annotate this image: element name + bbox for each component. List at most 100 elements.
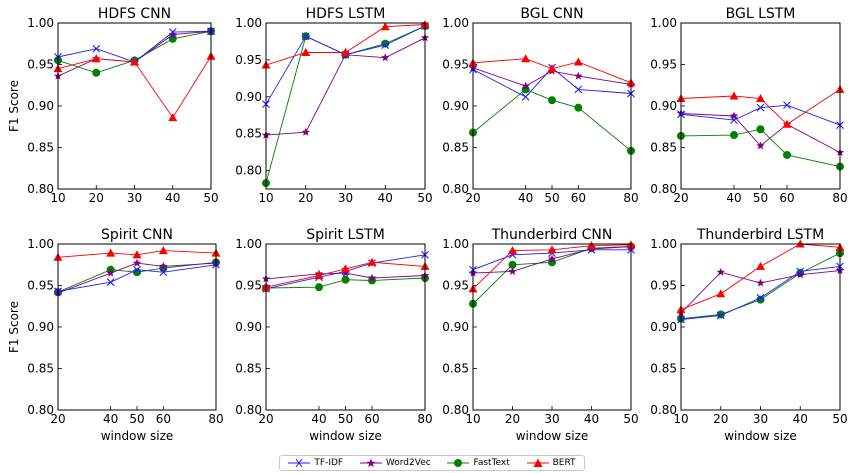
y-tick-label: 0.95 (442, 58, 469, 72)
data-point (756, 125, 765, 134)
data-point (716, 310, 725, 319)
y-tick-label: 1.00 (650, 237, 677, 251)
y-tick-label: 0.95 (235, 279, 262, 293)
series-tf-idf (54, 260, 220, 296)
data-point (301, 127, 310, 136)
y-tick-label: 0.95 (235, 53, 262, 67)
y-tick-label: 0.95 (442, 279, 469, 293)
x-tick-label: 60 (571, 191, 586, 205)
x-tick-label: 30 (753, 412, 768, 426)
data-point (315, 283, 323, 292)
data-point (508, 246, 517, 255)
series-bert (53, 246, 221, 261)
x-tick-label: 20 (50, 412, 65, 426)
x-tick-label: 80 (208, 412, 223, 426)
legend-label: Word2Vec (385, 458, 431, 468)
chart-title: Spirit CNN (101, 227, 173, 243)
chart-title: BGL CNN (520, 6, 583, 22)
data-point (159, 262, 168, 270)
plot-frame (57, 243, 217, 411)
data-point (756, 261, 765, 270)
data-point (716, 311, 725, 320)
x-tick-label: 20 (298, 191, 313, 205)
x-axis-label: window size (516, 429, 589, 443)
legend-label: TF-IDF (314, 458, 344, 468)
chart-spirit-lstm: Spirit LSTM 0.80 0.85 0.90 0.95 1.00 20 40 50 60 8… (235, 227, 432, 443)
x-tick-label: 20 (89, 191, 104, 205)
data-point (381, 53, 390, 62)
data-point (341, 48, 350, 57)
series-line (265, 25, 426, 105)
data-point (573, 57, 583, 66)
data-point (796, 267, 805, 276)
data-point (367, 257, 377, 266)
series-line (680, 265, 841, 320)
series-tf-idf (677, 101, 844, 129)
data-point (547, 64, 557, 73)
x-tick-label: 40 (103, 412, 118, 426)
chart-thunderbird-cnn: Thunderbird CNN 0.80 0.85 0.90 0.95 1.00 10 20 3… (442, 227, 638, 443)
data-point (547, 254, 557, 263)
data-point (159, 268, 168, 277)
legend-item-tfidf: TF-IDF (288, 458, 343, 468)
series-fasttext (677, 125, 844, 171)
series-word2vec (676, 266, 845, 317)
series-bert (53, 51, 216, 122)
data-point (381, 41, 390, 50)
series-word2vec (53, 258, 221, 297)
data-point (730, 131, 738, 140)
data-point (756, 141, 765, 150)
y-tick-label: 1.00 (442, 16, 469, 30)
x-tick-label: 80 (623, 191, 638, 205)
data-point (133, 265, 141, 274)
y-axis-label: F1 Score (7, 301, 21, 353)
data-point (521, 81, 530, 90)
data-point (587, 241, 596, 250)
data-point (796, 270, 805, 279)
y-tick-label: 0.80 (650, 182, 677, 196)
x-tick-label: 10 (50, 191, 65, 205)
data-point (783, 150, 791, 159)
data-point (756, 295, 765, 304)
plot-frame (680, 22, 841, 190)
x-tick-label: 10 (465, 412, 480, 426)
data-point (168, 28, 177, 37)
data-point (106, 268, 115, 277)
y-tick-label: 0.95 (650, 279, 677, 293)
x-tick-label: 30 (544, 412, 559, 426)
y-tick-label: 0.85 (442, 141, 469, 155)
x-tick-label: 40 (584, 412, 599, 426)
fasttext-marker-icon (447, 459, 470, 467)
data-point (782, 119, 792, 128)
data-point (106, 278, 115, 287)
plot-frame (680, 243, 841, 411)
chart-bgl-lstm: BGL LSTM 0.80 0.85 0.90 0.95 1.00 20 40 50 60 80 (650, 6, 847, 205)
series-line (680, 270, 841, 314)
data-point (367, 273, 377, 282)
y-tick-label: 0.90 (27, 320, 54, 334)
x-tick-label: 50 (832, 412, 847, 426)
y-tick-label: 0.90 (442, 99, 469, 113)
data-point (783, 101, 791, 110)
x-tick-label: 40 (518, 191, 533, 205)
y-tick-label: 0.80 (442, 403, 469, 417)
legend-item-bert: BERT (526, 458, 576, 468)
series-fasttext (54, 27, 215, 77)
x-tick-label: 40 (311, 412, 326, 426)
data-point (368, 276, 376, 285)
y-tick-label: 0.95 (27, 58, 54, 72)
x-tick-label: 60 (156, 412, 171, 426)
y-tick-label: 0.80 (650, 403, 677, 417)
x-tick-label: 50 (623, 412, 638, 426)
legend: TF-IDF Word2Vec FastText BERT (279, 455, 585, 471)
data-point (521, 92, 530, 101)
y-tick-label: 0.80 (235, 403, 262, 417)
series-line (680, 128, 841, 168)
data-point (508, 260, 517, 269)
x-tick-label: 20 (713, 412, 728, 426)
x-tick-label: 50 (544, 191, 559, 205)
series-bert (676, 84, 845, 128)
data-point (301, 48, 311, 57)
y-tick-label: 1.00 (235, 237, 262, 251)
series-line (57, 30, 212, 77)
